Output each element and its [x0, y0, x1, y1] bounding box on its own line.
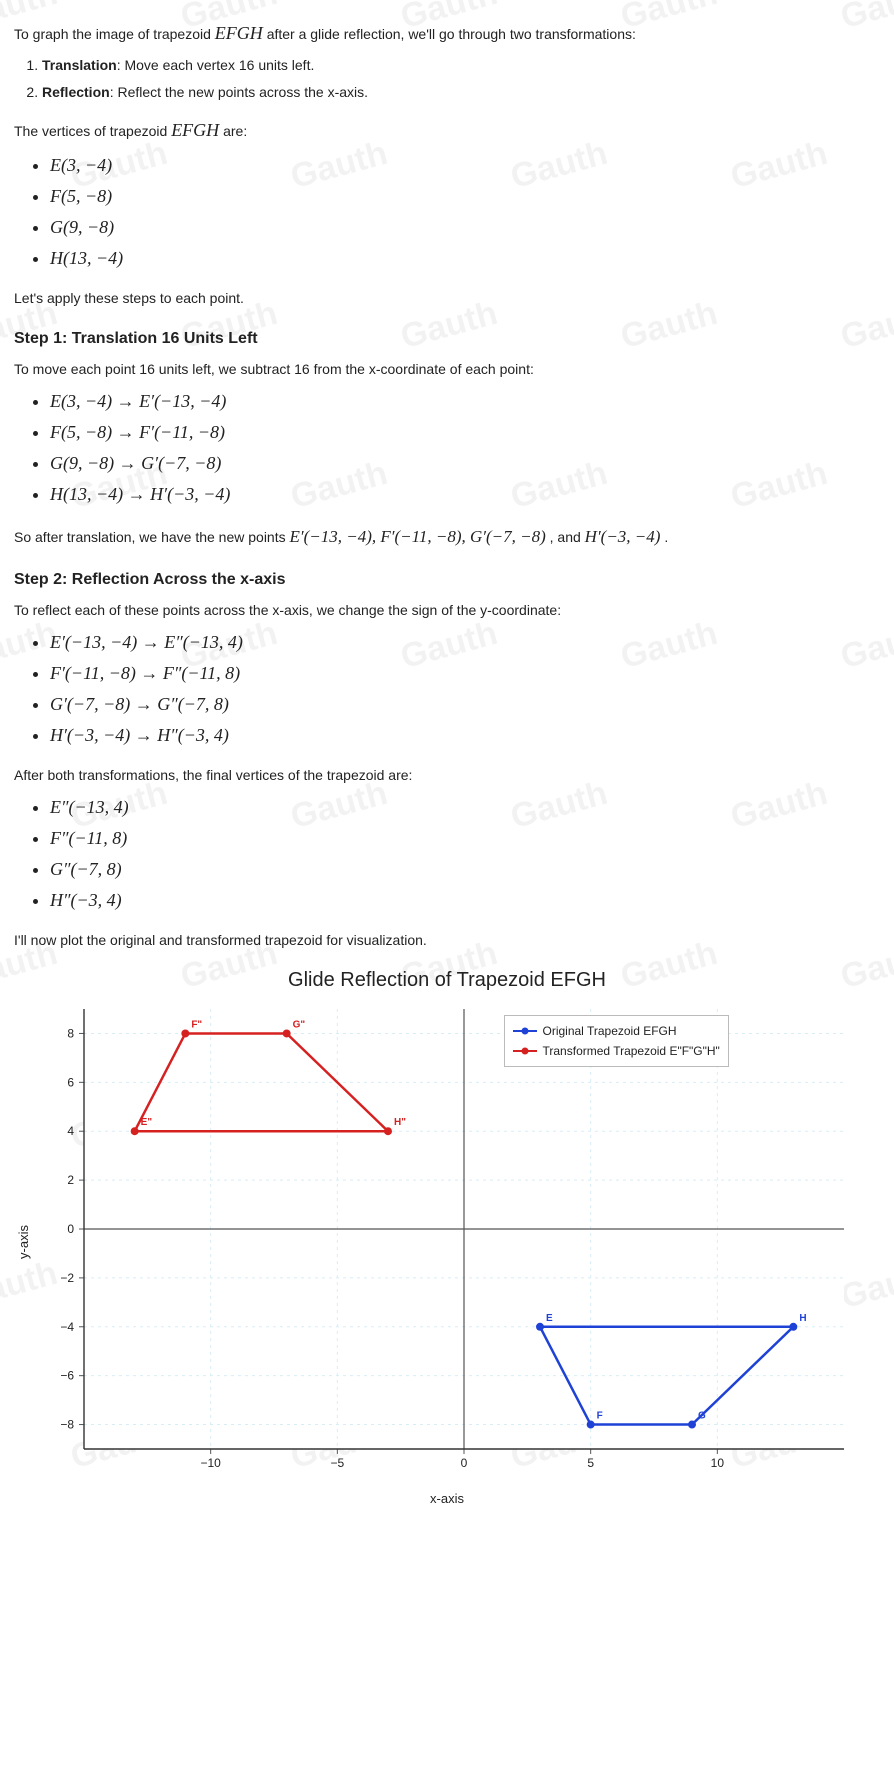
list-item: F(5, −8) — [50, 183, 880, 210]
list-item: E(3, −4) → E′(−13, −4) — [50, 388, 880, 415]
svg-text:10: 10 — [710, 1456, 724, 1470]
svg-text:6: 6 — [67, 1075, 74, 1089]
list-item: E(3, −4) — [50, 152, 880, 179]
svg-text:F: F — [596, 1410, 602, 1421]
step2-desc: To reflect each of these points across t… — [14, 600, 880, 621]
plot-intro: I'll now plot the original and transform… — [14, 930, 880, 951]
intro-line: To graph the image of trapezoid EFGH aft… — [14, 20, 880, 47]
chart-title: Glide Reflection of Trapezoid EFGH — [14, 965, 880, 995]
intro-steps: Translation: Move each vertex 16 units l… — [14, 55, 880, 103]
step1-desc: To move each point 16 units left, we sub… — [14, 359, 880, 380]
list-item: G(9, −8) — [50, 214, 880, 241]
svg-text:G": G" — [292, 1019, 305, 1030]
svg-text:G: G — [698, 1410, 706, 1421]
svg-text:2: 2 — [67, 1173, 74, 1187]
svg-text:H: H — [799, 1312, 806, 1323]
svg-text:−2: −2 — [60, 1270, 74, 1284]
x-axis-label: x-axis — [14, 1489, 880, 1509]
translations-list: E(3, −4) → E′(−13, −4) F(5, −8) → F′(−11,… — [14, 388, 880, 508]
svg-text:−10: −10 — [200, 1456, 221, 1470]
reflection-text: : Reflect the new points across the x-ax… — [110, 84, 368, 100]
list-item: G″(−7, 8) — [50, 856, 880, 883]
step2-title: Step 2: Reflection Across the x-axis — [14, 568, 880, 592]
list-item: Translation: Move each vertex 16 units l… — [42, 55, 880, 76]
after-both: After both transformations, the final ve… — [14, 765, 880, 786]
apply-steps: Let's apply these steps to each point. — [14, 288, 880, 309]
step1-result: So after translation, we have the new po… — [14, 524, 880, 550]
svg-text:5: 5 — [587, 1456, 594, 1470]
intro-math: EFGH — [215, 23, 263, 43]
svg-text:0: 0 — [67, 1222, 74, 1236]
reflection-label: Reflection — [42, 84, 110, 100]
list-item: E″(−13, 4) — [50, 794, 880, 821]
list-item: F″(−11, 8) — [50, 825, 880, 852]
y-axis-label: y-axis — [14, 1225, 34, 1259]
list-item: G′(−7, −8) → G″(−7, 8) — [50, 691, 880, 718]
svg-text:4: 4 — [67, 1124, 74, 1138]
step1-title: Step 1: Translation 16 Units Left — [14, 327, 880, 351]
chart-legend: Original Trapezoid EFGHTransformed Trape… — [504, 1015, 729, 1067]
svg-text:F": F" — [191, 1019, 202, 1030]
svg-text:E": E" — [140, 1117, 152, 1128]
svg-text:8: 8 — [67, 1026, 74, 1040]
svg-text:H": H" — [394, 1117, 406, 1128]
svg-text:E: E — [546, 1312, 553, 1323]
translation-label: Translation — [42, 57, 117, 73]
intro-pre: To graph the image of trapezoid — [14, 26, 215, 42]
chart-container: Glide Reflection of Trapezoid EFGH y-axi… — [14, 965, 880, 1509]
svg-text:−5: −5 — [330, 1456, 344, 1470]
vertices-intro: The vertices of trapezoid EFGH are: — [14, 117, 880, 144]
list-item: Reflection: Reflect the new points acros… — [42, 82, 880, 103]
svg-text:−4: −4 — [60, 1319, 74, 1333]
reflections-list: E′(−13, −4) → E″(−13, 4) F′(−11, −8) → F″… — [14, 629, 880, 749]
list-item: H″(−3, 4) — [50, 887, 880, 914]
svg-text:−6: −6 — [60, 1368, 74, 1382]
translation-text: : Move each vertex 16 units left. — [117, 57, 315, 73]
list-item: H(13, −4) — [50, 245, 880, 272]
list-item: F′(−11, −8) → F″(−11, 8) — [50, 660, 880, 687]
list-item: H(13, −4) → H′(−3, −4) — [50, 481, 880, 508]
list-item: G(9, −8) → G′(−7, −8) — [50, 450, 880, 477]
finals-list: E″(−13, 4) F″(−11, 8) G″(−7, 8) H″(−3, 4) — [14, 794, 880, 914]
svg-text:−8: −8 — [60, 1417, 74, 1431]
intro-post: after a glide reflection, we'll go throu… — [267, 26, 636, 42]
list-item: F(5, −8) → F′(−11, −8) — [50, 419, 880, 446]
list-item: E′(−13, −4) → E″(−13, 4) — [50, 629, 880, 656]
svg-text:0: 0 — [460, 1456, 467, 1470]
list-item: H′(−3, −4) → H″(−3, 4) — [50, 722, 880, 749]
vertices-list: E(3, −4) F(5, −8) G(9, −8) H(13, −4) — [14, 152, 880, 272]
chart-svg: −10 −5 0 5 10 −8 −6 −4 −2 0 2 4 6 8 E F G H E" F" G" H" — [34, 999, 854, 1479]
